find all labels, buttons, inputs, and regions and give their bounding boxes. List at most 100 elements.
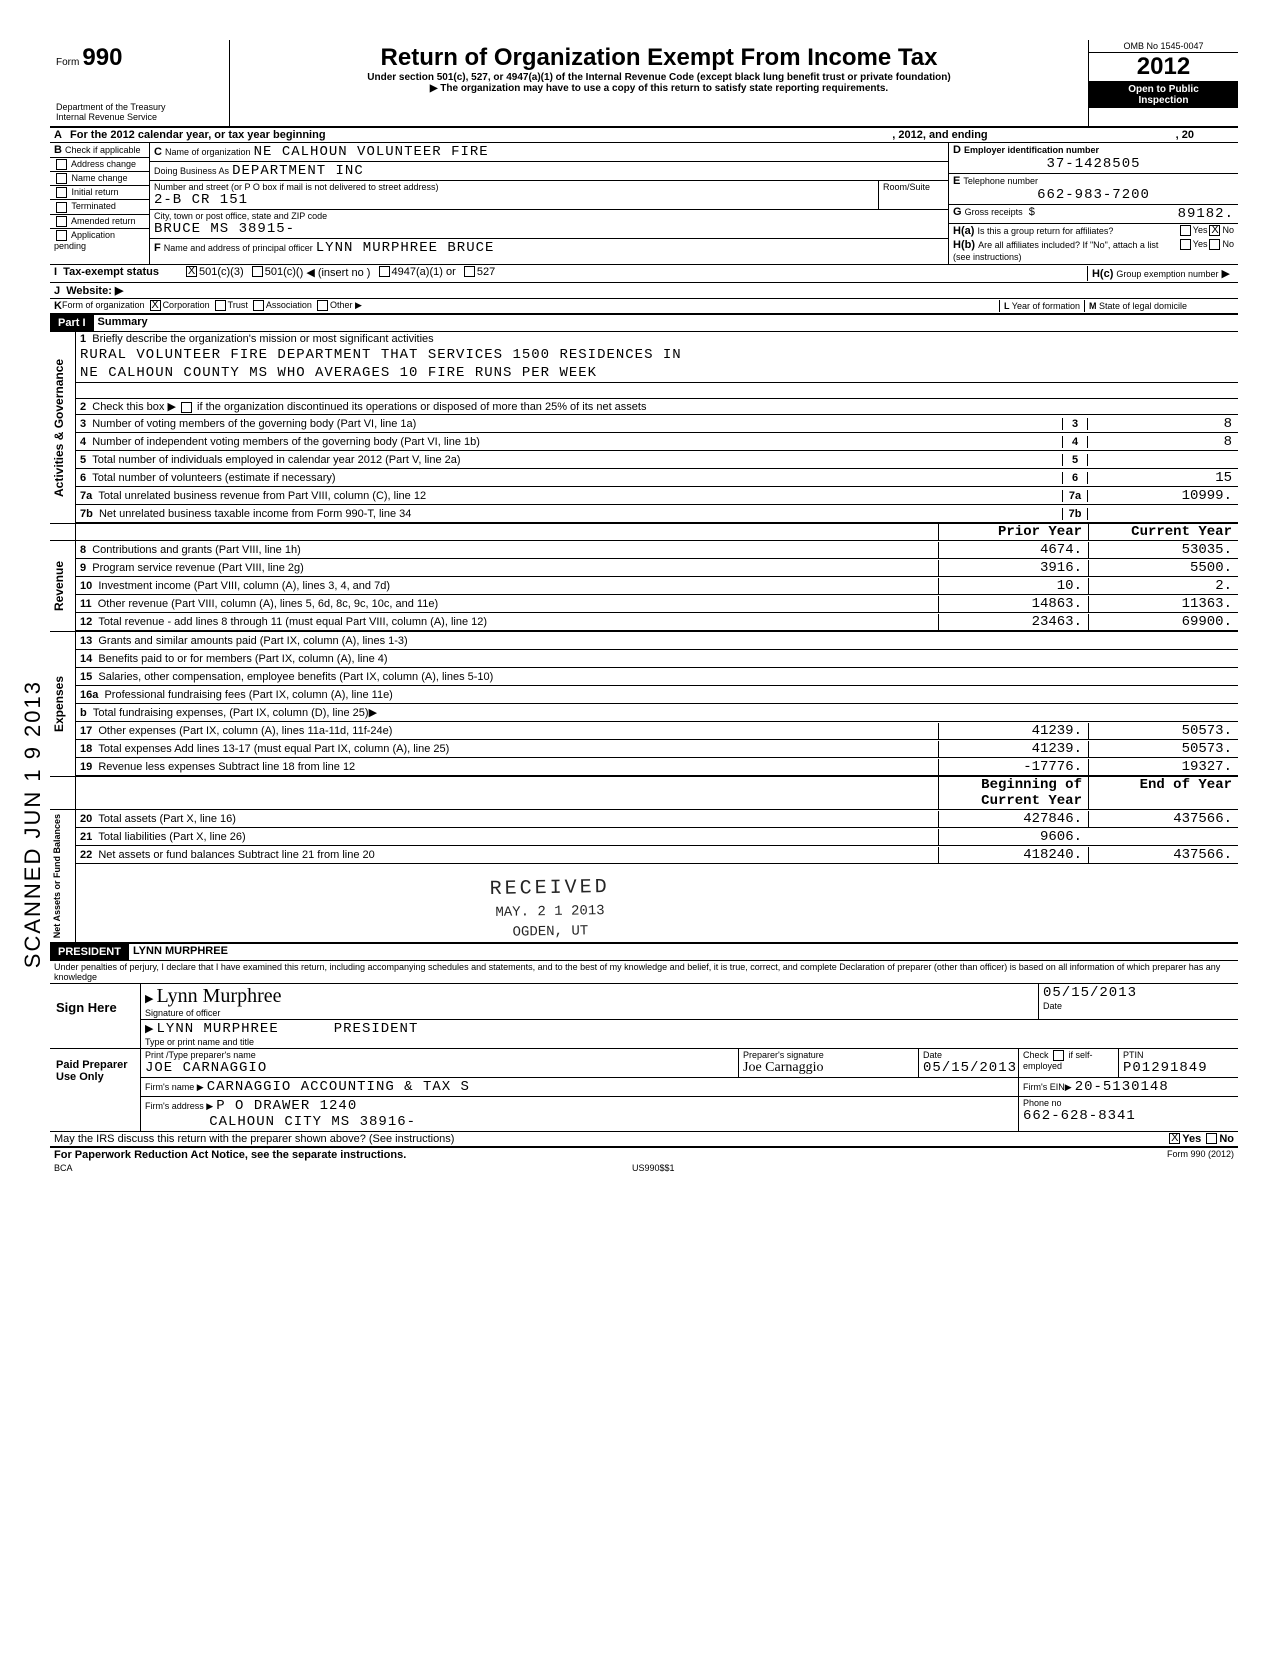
checkbox-name-change[interactable] xyxy=(56,173,67,184)
firm-phone-label: Phone no xyxy=(1023,1098,1234,1108)
checkbox-trust[interactable] xyxy=(215,300,226,311)
g-label: Gross receipts xyxy=(965,207,1023,217)
dept-label: Department of the Treasury xyxy=(56,102,223,112)
vcat-expenses: Expenses xyxy=(50,632,68,776)
l2b-label: if the organization discontinued its ope… xyxy=(197,401,646,413)
checkbox-501c3[interactable]: X xyxy=(186,266,197,277)
footer-form: Form 990 (2012) xyxy=(1167,1149,1234,1161)
e-label: Telephone number xyxy=(963,176,1038,186)
checkbox-terminated[interactable] xyxy=(56,202,67,213)
f-label: Name and address of principal officer xyxy=(164,243,313,253)
hb-no: No xyxy=(1222,239,1234,263)
city-value: BRUCE MS 38915- xyxy=(154,221,944,237)
checkbox-address-change[interactable] xyxy=(56,159,67,170)
part1-header: Part I Summary xyxy=(50,315,1238,332)
firm-ein: 20-5130148 xyxy=(1075,1079,1169,1095)
hc-label: Group exemption number xyxy=(1116,269,1218,279)
omb-number: OMB No 1545-0047 xyxy=(1089,40,1238,53)
org-name: NE CALHOUN VOLUNTEER FIRE xyxy=(254,144,489,160)
ptin-label: PTIN xyxy=(1123,1050,1234,1060)
phone-value: 662-983-7200 xyxy=(953,187,1234,203)
prep-sig-label: Preparer's signature xyxy=(743,1050,914,1060)
summary-row: 6 Total number of volunteers (estimate i… xyxy=(76,469,1238,487)
checkbox-discuss-no[interactable] xyxy=(1206,1133,1217,1144)
k-other: Other ▶ xyxy=(330,300,362,312)
ha-yes: Yes xyxy=(1193,225,1208,237)
checkbox-ha-yes[interactable] xyxy=(1180,225,1191,236)
paid-preparer-label: Paid Preparer Use Only xyxy=(50,1049,140,1131)
name-title-label: Type or print name and title xyxy=(145,1037,1234,1047)
checkbox-corp[interactable]: X xyxy=(150,300,161,311)
hb-yes: Yes xyxy=(1193,239,1208,263)
i-c: 501(c)( xyxy=(265,266,300,281)
checkbox-hb-yes[interactable] xyxy=(1180,239,1191,250)
checkbox-discontinued[interactable] xyxy=(181,402,192,413)
checkbox-527[interactable] xyxy=(464,266,475,277)
k-label: Form of organization xyxy=(62,300,145,312)
d-label: Employer identification number xyxy=(964,145,1099,155)
checkbox-discuss-yes[interactable]: X xyxy=(1169,1133,1180,1144)
checkbox-other[interactable] xyxy=(317,300,328,311)
form-year: 2012 xyxy=(1089,53,1238,82)
checkbox-app-pending[interactable] xyxy=(56,230,67,241)
summary-row: 4 Number of independent voting members o… xyxy=(76,433,1238,451)
addr-value: 2-B CR 151 xyxy=(154,192,874,208)
summary-row: 8 Contributions and grants (Part VIII, l… xyxy=(76,541,1238,559)
b-name-change: Name change xyxy=(72,173,128,183)
addr-label: Number and street (or P O box if mail is… xyxy=(154,182,874,192)
j-label: Website: ▶ xyxy=(66,285,123,297)
ptin-value: P01291849 xyxy=(1123,1060,1234,1076)
ein-value: 37-1428505 xyxy=(953,156,1234,172)
checkbox-self-employed[interactable] xyxy=(1053,1050,1064,1061)
summary-row: 3 Number of voting members of the govern… xyxy=(76,415,1238,433)
firm-label: Firm's name ▶ xyxy=(145,1082,204,1092)
checkbox-ha-no[interactable]: X xyxy=(1209,225,1220,236)
scanned-stamp: SCANNED JUN 1 9 2013 xyxy=(20,680,46,968)
summary-row: 18 Total expenses Add lines 13-17 (must … xyxy=(76,740,1238,758)
c-name-label: Name of organization xyxy=(165,147,251,157)
b-addr-change: Address change xyxy=(71,159,136,169)
b-amended: Amended return xyxy=(71,216,136,226)
eoy-header: End of Year xyxy=(1088,777,1238,809)
summary-row: 12 Total revenue - add lines 8 through 1… xyxy=(76,613,1238,631)
l-label: Year of formation xyxy=(1012,301,1080,311)
m-label: State of legal domicile xyxy=(1099,301,1187,311)
summary-row: 11 Other revenue (Part VIII, column (A),… xyxy=(76,595,1238,613)
b-initial: Initial return xyxy=(72,187,119,197)
dba-value: DEPARTMENT INC xyxy=(232,163,364,179)
section-b: B Check if applicable Address change Nam… xyxy=(50,143,150,264)
summary-row: b Total fundraising expenses, (Part IX, … xyxy=(76,704,1238,722)
room-label: Room/Suite xyxy=(878,181,948,209)
summary-row: 21 Total liabilities (Part X, line 26) 9… xyxy=(76,828,1238,846)
checkbox-amended[interactable] xyxy=(56,216,67,227)
l2-label: Check this box ▶ xyxy=(92,401,176,413)
firm-addr1: P O DRAWER 1240 xyxy=(216,1098,357,1114)
form-note: ▶ The organization may have to use a cop… xyxy=(240,83,1078,94)
f-value: LYNN MURPHREE BRUCE xyxy=(316,240,495,256)
part1-name: Summary xyxy=(94,315,152,331)
form-number: 990 xyxy=(82,44,122,71)
part1-title: Part I xyxy=(50,315,94,331)
checkbox-assoc[interactable] xyxy=(253,300,264,311)
checkbox-initial-return[interactable] xyxy=(56,187,67,198)
prep-name-label: Print /Type preparer's name xyxy=(145,1050,734,1060)
discuss-label: May the IRS discuss this return with the… xyxy=(54,1133,1167,1145)
current-year-header: Current Year xyxy=(1088,524,1238,540)
prep-date: 05/15/2013 xyxy=(923,1060,1014,1076)
summary-row: 15 Salaries, other compensation, employe… xyxy=(76,668,1238,686)
summary-row: 13 Grants and similar amounts paid (Part… xyxy=(76,632,1238,650)
summary-row: 22 Net assets or fund balances Subtract … xyxy=(76,846,1238,864)
mission-line2: NE CALHOUN COUNTY MS WHO AVERAGES 10 FIR… xyxy=(76,364,1238,383)
line-a: A For the 2012 calendar year, or tax yea… xyxy=(50,128,1238,143)
checkbox-501c[interactable] xyxy=(252,266,263,277)
ha-label: Is this a group return for affiliates? xyxy=(977,226,1113,236)
officer-name: LYNN MURPHREE xyxy=(157,1021,279,1037)
checkbox-hb-no[interactable] xyxy=(1209,239,1220,250)
section-degh: D Employer identification number 37-1428… xyxy=(948,143,1238,264)
firm-name: CARNAGGIO ACCOUNTING & TAX S xyxy=(207,1079,470,1095)
k-corp: Corporation xyxy=(163,300,210,312)
firm-phone: 662-628-8341 xyxy=(1023,1108,1234,1124)
summary-row: 17 Other expenses (Part IX, column (A), … xyxy=(76,722,1238,740)
firm-addr2: CALHOUN CITY MS 38916- xyxy=(209,1114,416,1130)
checkbox-4947[interactable] xyxy=(379,266,390,277)
